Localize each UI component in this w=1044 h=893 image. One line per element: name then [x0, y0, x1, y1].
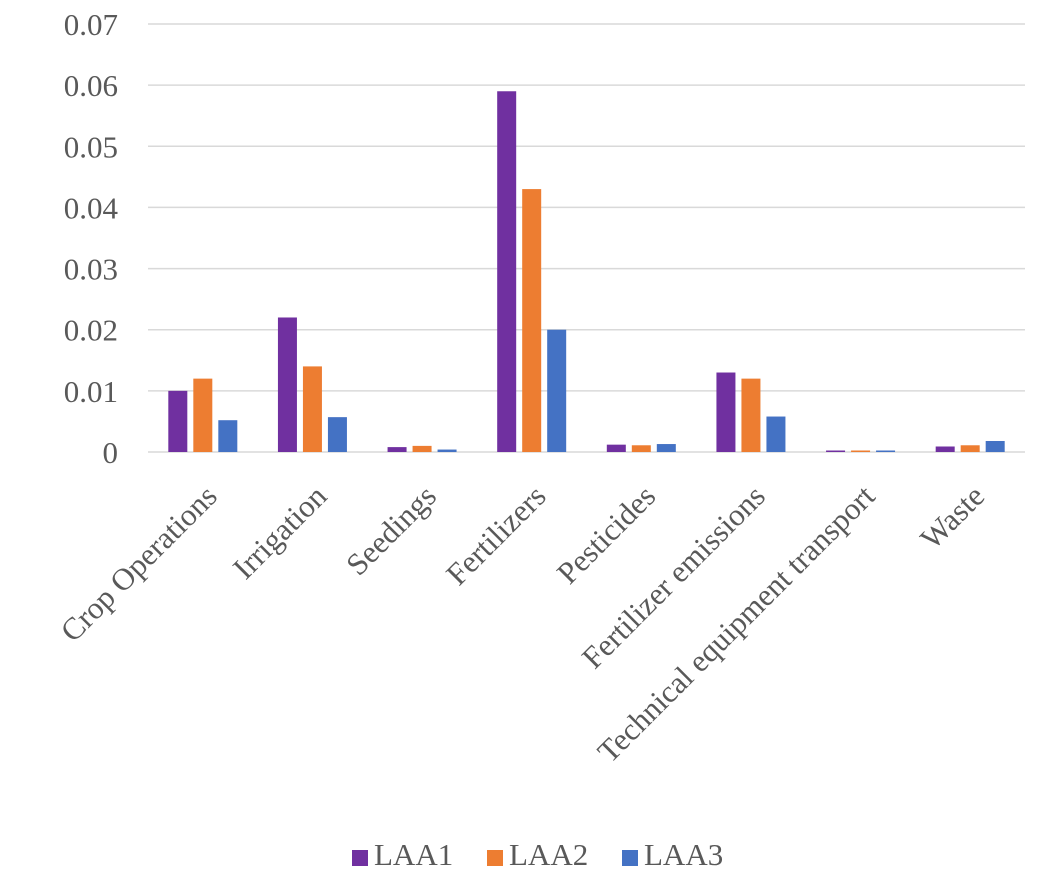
y-tick-label: 0.06 [64, 68, 118, 103]
x-category-label: Waste [913, 478, 991, 556]
bar-laa1-fertilizers [497, 91, 517, 452]
x-category-label: Fertilizer emissions [575, 478, 772, 675]
bar-laa3-fertilizers [547, 329, 567, 452]
legend: LAA1 LAA2 LAA3 [352, 837, 723, 872]
y-tick-label: 0.04 [64, 190, 119, 225]
y-tick-label: 0.07 [64, 7, 118, 42]
bar-laa2-pesticides [631, 445, 651, 452]
bar-laa1-technical-equipment-transport [826, 450, 846, 452]
bar-laa2-fertilizers [522, 189, 542, 453]
y-tick-label: 0.01 [64, 374, 118, 409]
bar-laa3-crop-operations [218, 420, 238, 452]
y-axis-ticks: 0 0.01 0.02 0.03 0.04 0.05 0.06 0.07 [64, 7, 119, 470]
legend-swatch-laa2 [487, 850, 503, 866]
legend-label-laa2: LAA2 [509, 837, 588, 872]
bar-laa2-fertilizer-emissions [741, 378, 761, 452]
bar-laa3-seedings [437, 449, 457, 452]
bar-laa3-fertilizer-emissions [766, 416, 786, 452]
bar-laa1-irrigation [277, 317, 297, 452]
bar-laa3-waste [985, 440, 1005, 452]
x-category-label: Irrigation [226, 478, 334, 586]
legend-label-laa3: LAA3 [644, 837, 723, 872]
bar-laa3-irrigation [327, 417, 347, 452]
y-tick-label: 0 [103, 435, 119, 470]
legend-swatch-laa3 [622, 850, 638, 866]
bar-laa2-crop-operations [193, 378, 213, 452]
bar-laa1-pesticides [606, 444, 626, 452]
x-axis-category-labels: Crop Operations Irrigation SeedingsFertili… [54, 478, 992, 769]
bar-laa3-technical-equipment-transport [876, 450, 896, 452]
bar-laa2-irrigation [302, 366, 322, 452]
bar-laa1-seedings [387, 447, 407, 452]
x-category-label: Seedings [339, 478, 443, 582]
y-tick-label: 0.03 [64, 252, 118, 287]
bar-laa2-technical-equipment-transport [851, 450, 871, 452]
bar-laa1-waste [935, 446, 955, 452]
y-tick-label: 0.02 [64, 313, 118, 348]
bars [168, 91, 1005, 453]
bar-laa1-fertilizer-emissions [716, 372, 736, 452]
legend-label-laa1: LAA1 [374, 837, 453, 872]
bar-laa2-waste [960, 445, 980, 452]
x-category-label: Pesticides [550, 478, 662, 590]
legend-swatch-laa1 [352, 850, 368, 866]
y-tick-label: 0.05 [64, 129, 118, 164]
bar-laa2-seedings [412, 445, 432, 452]
x-category-label: Fertilizers [439, 478, 553, 592]
bar-laa1-crop-operations [168, 390, 188, 452]
x-category-label: Crop Operations [54, 478, 224, 648]
bar-laa3-pesticides [656, 444, 676, 452]
